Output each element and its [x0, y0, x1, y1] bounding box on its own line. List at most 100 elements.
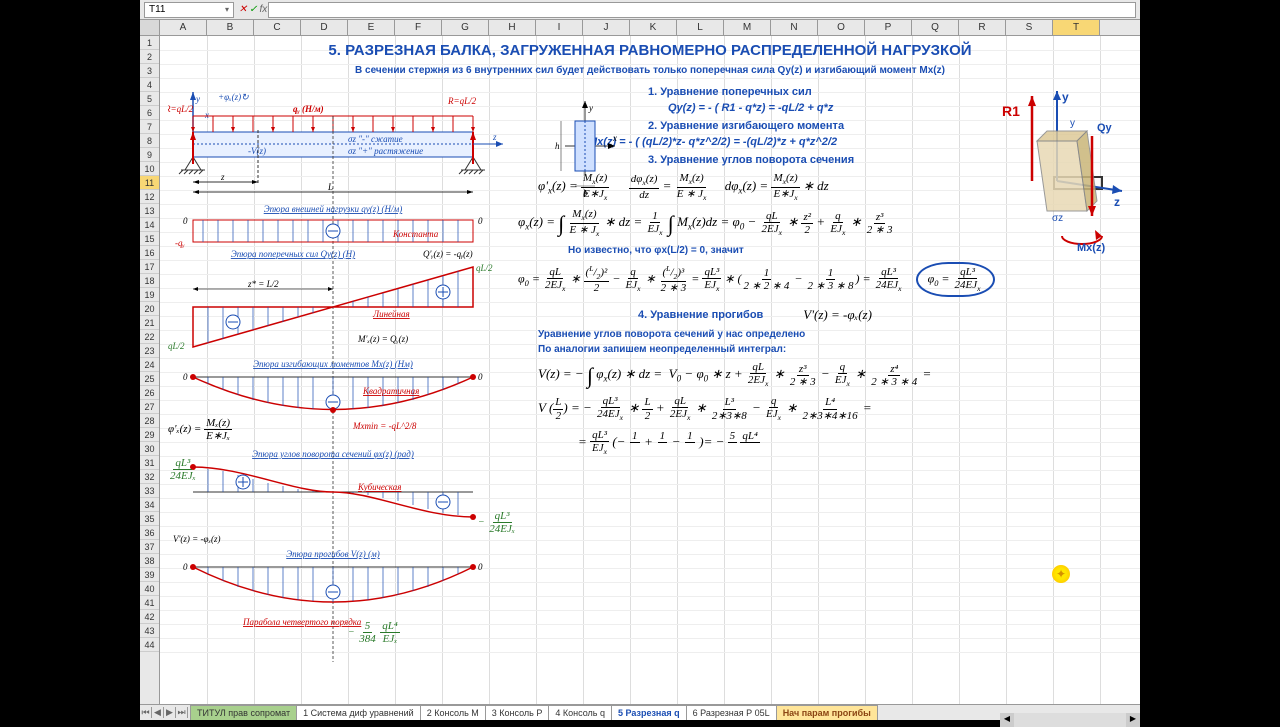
row-header-16[interactable]: 16 — [140, 246, 159, 260]
svg-text:Qy: Qy — [1097, 122, 1113, 134]
svg-text:x: x — [612, 133, 617, 143]
row-header-14[interactable]: 14 — [140, 218, 159, 232]
fx-icon[interactable]: ✕ ✓ fx — [238, 4, 268, 15]
row-header-36[interactable]: 36 — [140, 526, 159, 540]
row-header-7[interactable]: 7 — [140, 120, 159, 134]
row-header-19[interactable]: 19 — [140, 288, 159, 302]
svg-text:-qL/2: -qL/2 — [168, 341, 185, 351]
d2-title: Эпюра поперечных сил Qy(z) (Н) — [231, 249, 355, 259]
d1-title: Эпюра внешней нагрузки qy(z) (Н/м) — [264, 204, 403, 214]
axis-3d-svg: y z R1 Qy σz — [1002, 86, 1132, 256]
phi-label: +φₓ(z)↻ — [218, 92, 249, 102]
svg-text:z: z — [220, 172, 225, 182]
sheet-tab[interactable]: 3 Консоль Р — [485, 705, 550, 720]
sheet-tab[interactable]: Нач парам прогибы — [776, 705, 878, 720]
row-header-30[interactable]: 30 — [140, 442, 159, 456]
row-header-1[interactable]: 1 — [140, 36, 159, 50]
col-header-G[interactable]: G — [442, 20, 489, 35]
sheet-tab[interactable]: 6 Разрезная Р 05L — [686, 705, 777, 720]
col-header-F[interactable]: F — [395, 20, 442, 35]
row-header-34[interactable]: 34 — [140, 498, 159, 512]
svg-text:y: y — [588, 103, 593, 113]
col-header-J[interactable]: J — [583, 20, 630, 35]
row-header-33[interactable]: 33 — [140, 484, 159, 498]
row-header-37[interactable]: 37 — [140, 540, 159, 554]
row-header-17[interactable]: 17 — [140, 260, 159, 274]
row-header-32[interactable]: 32 — [140, 470, 159, 484]
row-header-41[interactable]: 41 — [140, 596, 159, 610]
row-header-10[interactable]: 10 — [140, 162, 159, 176]
row-header-3[interactable]: 3 — [140, 64, 159, 78]
d2-Mprime: M'ₓ(z) = Qᵧ(z) — [357, 334, 408, 344]
R-left: R=qL/2 — [168, 104, 194, 114]
row-header-22[interactable]: 22 — [140, 330, 159, 344]
row-header-38[interactable]: 38 — [140, 554, 159, 568]
row-header-2[interactable]: 2 — [140, 50, 159, 64]
row-header-44[interactable]: 44 — [140, 638, 159, 652]
name-box[interactable]: T11 — [144, 2, 234, 18]
row-header-28[interactable]: 28 — [140, 414, 159, 428]
col-header-L[interactable]: L — [677, 20, 724, 35]
d5-title: Эпюра прогибов V(z) (м) — [286, 549, 380, 559]
load-label: qᵧ (Н/м) — [293, 104, 324, 114]
col-header-H[interactable]: H — [489, 20, 536, 35]
col-header-B[interactable]: B — [207, 20, 254, 35]
row-header-20[interactable]: 20 — [140, 302, 159, 316]
svg-text:R1: R1 — [1002, 103, 1020, 119]
svg-text:0: 0 — [183, 562, 188, 572]
row-header-31[interactable]: 31 — [140, 456, 159, 470]
row-header-8[interactable]: 8 — [140, 134, 159, 148]
sheet-tab[interactable]: 1 Система диф уравнений — [296, 705, 421, 720]
row-header-4[interactable]: 4 — [140, 78, 159, 92]
col-header-T[interactable]: T — [1053, 20, 1100, 35]
row-header-6[interactable]: 6 — [140, 106, 159, 120]
sheet-tab[interactable]: ТИТУЛ прав сопромат — [190, 705, 297, 720]
svg-text:z: z — [1114, 195, 1120, 209]
sheet-tab[interactable]: 4 Консоль q — [548, 705, 612, 720]
row-header-23[interactable]: 23 — [140, 344, 159, 358]
sheet-tabs-bar: ⏮◀▶⏭ ТИТУЛ прав сопромат1 Система диф ур… — [140, 704, 1140, 720]
col-header-O[interactable]: O — [818, 20, 865, 35]
col-header-D[interactable]: D — [301, 20, 348, 35]
col-header-R[interactable]: R — [959, 20, 1006, 35]
row-header-43[interactable]: 43 — [140, 624, 159, 638]
row-header-27[interactable]: 27 — [140, 400, 159, 414]
formula-input[interactable] — [268, 2, 1136, 18]
equations-column: y x h b — [538, 82, 1132, 672]
svg-text:y: y — [1070, 118, 1075, 129]
row-header-35[interactable]: 35 — [140, 512, 159, 526]
sheet-tab[interactable]: 5 Разрезная q — [611, 705, 687, 720]
row-header-9[interactable]: 9 — [140, 148, 159, 162]
col-header-K[interactable]: K — [630, 20, 677, 35]
row-header-15[interactable]: 15 — [140, 232, 159, 246]
select-all[interactable] — [140, 20, 160, 35]
row-header-25[interactable]: 25 — [140, 372, 159, 386]
tab-nav[interactable]: ⏮◀▶⏭ — [140, 707, 190, 718]
row-header-18[interactable]: 18 — [140, 274, 159, 288]
row-header-40[interactable]: 40 — [140, 582, 159, 596]
row-header-21[interactable]: 21 — [140, 316, 159, 330]
row-header-13[interactable]: 13 — [140, 204, 159, 218]
col-header-E[interactable]: E — [348, 20, 395, 35]
content-area[interactable]: 5. РАЗРЕЗНАЯ БАЛКА, ЗАГРУЖЕННАЯ РАВНОМЕР… — [160, 36, 1140, 704]
grid: ABCDEFGHIJKLMNOPQRST 1234567891011121314… — [140, 20, 1140, 704]
col-header-N[interactable]: N — [771, 20, 818, 35]
d3-min: Mxmin = -qL^2/8 — [352, 421, 417, 431]
eq-V-L2: V (L2) = − qL³24EJx ∗ L2 + qL2EJx ∗ L³2∗… — [538, 395, 1132, 423]
row-header-11[interactable]: 11 — [140, 176, 159, 190]
col-header-I[interactable]: I — [536, 20, 583, 35]
col-header-S[interactable]: S — [1006, 20, 1053, 35]
row-header-24[interactable]: 24 — [140, 358, 159, 372]
row-header-26[interactable]: 26 — [140, 386, 159, 400]
row-header-39[interactable]: 39 — [140, 568, 159, 582]
col-header-A[interactable]: A — [160, 20, 207, 35]
col-header-M[interactable]: M — [724, 20, 771, 35]
row-header-12[interactable]: 12 — [140, 190, 159, 204]
col-header-Q[interactable]: Q — [912, 20, 959, 35]
col-header-P[interactable]: P — [865, 20, 912, 35]
sheet-tab[interactable]: 2 Консоль М — [420, 705, 486, 720]
row-header-29[interactable]: 29 — [140, 428, 159, 442]
row-header-42[interactable]: 42 — [140, 610, 159, 624]
row-header-5[interactable]: 5 — [140, 92, 159, 106]
col-header-C[interactable]: C — [254, 20, 301, 35]
